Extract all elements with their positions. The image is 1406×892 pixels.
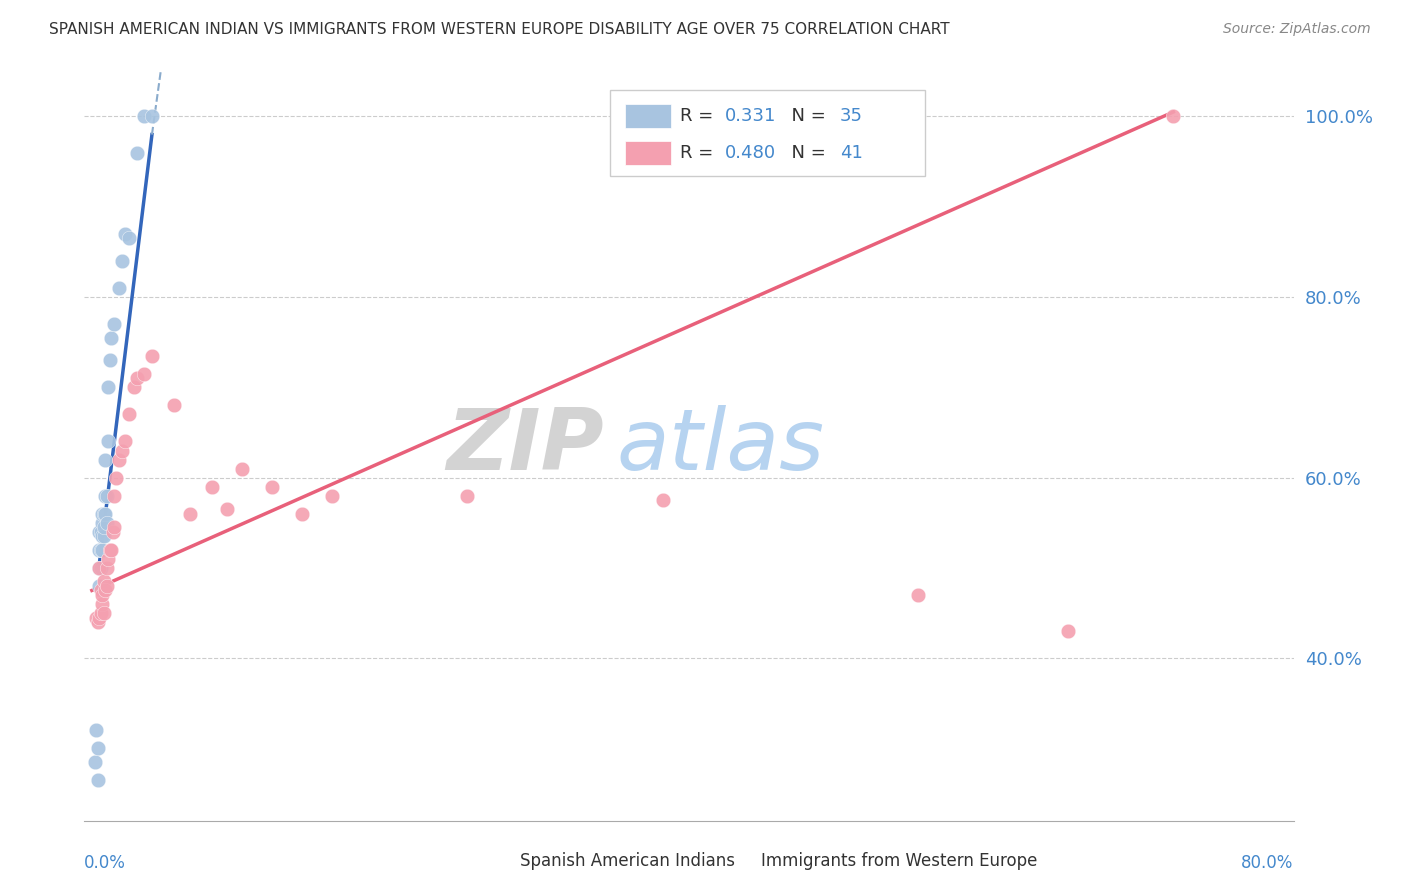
Point: [215, 502, 238, 516]
Point: [91, 588, 114, 602]
Point: [231, 461, 253, 475]
Text: 80.0%: 80.0%: [1241, 855, 1294, 872]
Point: [111, 254, 134, 268]
Point: [118, 408, 141, 422]
Point: [1163, 110, 1185, 124]
Point: [94, 583, 117, 598]
Point: [83, 755, 105, 769]
Point: [1057, 624, 1080, 638]
Point: [456, 489, 478, 503]
Point: [100, 331, 122, 345]
Point: [101, 524, 124, 539]
Point: [103, 520, 125, 534]
Point: [90, 561, 112, 575]
Point: [122, 380, 145, 394]
FancyBboxPatch shape: [624, 103, 671, 128]
Point: [179, 507, 201, 521]
Text: Spanish American Indians: Spanish American Indians: [520, 852, 735, 870]
FancyBboxPatch shape: [624, 141, 671, 165]
Point: [87, 772, 110, 787]
Point: [111, 443, 134, 458]
Point: [89, 561, 111, 575]
Point: [96, 561, 118, 575]
Point: [89, 524, 111, 539]
Point: [93, 520, 115, 534]
Point: [108, 281, 131, 295]
Point: [91, 597, 114, 611]
Point: [100, 542, 122, 557]
Point: [103, 317, 125, 331]
Point: [201, 480, 224, 494]
Point: [291, 507, 314, 521]
Point: [90, 583, 112, 598]
Point: [104, 470, 127, 484]
Text: 35: 35: [841, 106, 863, 125]
Point: [86, 610, 108, 624]
Point: [125, 145, 148, 160]
Point: [651, 493, 673, 508]
Point: [134, 110, 156, 124]
Point: [97, 434, 120, 449]
Point: [89, 561, 111, 575]
Point: [90, 542, 112, 557]
Text: Immigrants from Western Europe: Immigrants from Western Europe: [762, 852, 1038, 870]
Point: [98, 542, 121, 557]
Text: R =: R =: [681, 106, 720, 125]
Point: [94, 452, 117, 467]
Point: [907, 588, 929, 602]
Point: [125, 371, 148, 385]
Point: [262, 480, 284, 494]
Text: SPANISH AMERICAN INDIAN VS IMMIGRANTS FROM WESTERN EUROPE DISABILITY AGE OVER 75: SPANISH AMERICAN INDIAN VS IMMIGRANTS FR…: [49, 22, 950, 37]
Point: [163, 398, 186, 412]
Point: [103, 489, 125, 503]
Point: [96, 489, 118, 503]
Point: [96, 579, 118, 593]
Point: [91, 507, 114, 521]
FancyBboxPatch shape: [610, 90, 925, 177]
Point: [97, 552, 120, 566]
Text: R =: R =: [681, 144, 720, 162]
Point: [89, 610, 111, 624]
Point: [90, 524, 112, 539]
Point: [96, 516, 118, 530]
Text: 0.0%: 0.0%: [84, 855, 127, 872]
FancyBboxPatch shape: [720, 852, 755, 871]
Point: [90, 606, 112, 620]
Point: [134, 367, 156, 381]
Point: [141, 349, 163, 363]
Point: [93, 574, 115, 589]
Point: [108, 452, 131, 467]
Point: [141, 110, 163, 124]
Point: [321, 489, 343, 503]
Point: [118, 231, 141, 245]
Point: [91, 529, 114, 543]
Text: 0.480: 0.480: [725, 144, 776, 162]
Text: 41: 41: [841, 144, 863, 162]
Text: atlas: atlas: [616, 404, 824, 488]
Point: [87, 741, 110, 756]
Text: Source: ZipAtlas.com: Source: ZipAtlas.com: [1223, 22, 1371, 37]
Point: [98, 353, 121, 368]
Point: [94, 507, 117, 521]
Text: N =: N =: [780, 106, 831, 125]
Point: [86, 723, 108, 738]
Point: [94, 489, 117, 503]
Point: [87, 615, 110, 629]
Point: [93, 507, 115, 521]
Point: [114, 434, 136, 449]
Point: [89, 579, 111, 593]
Point: [97, 380, 120, 394]
Point: [114, 227, 136, 241]
FancyBboxPatch shape: [478, 852, 513, 871]
Point: [89, 542, 111, 557]
Text: N =: N =: [780, 144, 831, 162]
Point: [93, 606, 115, 620]
Text: 0.331: 0.331: [725, 106, 776, 125]
Point: [93, 529, 115, 543]
Point: [91, 542, 114, 557]
Point: [91, 516, 114, 530]
Text: ZIP: ZIP: [447, 404, 605, 488]
